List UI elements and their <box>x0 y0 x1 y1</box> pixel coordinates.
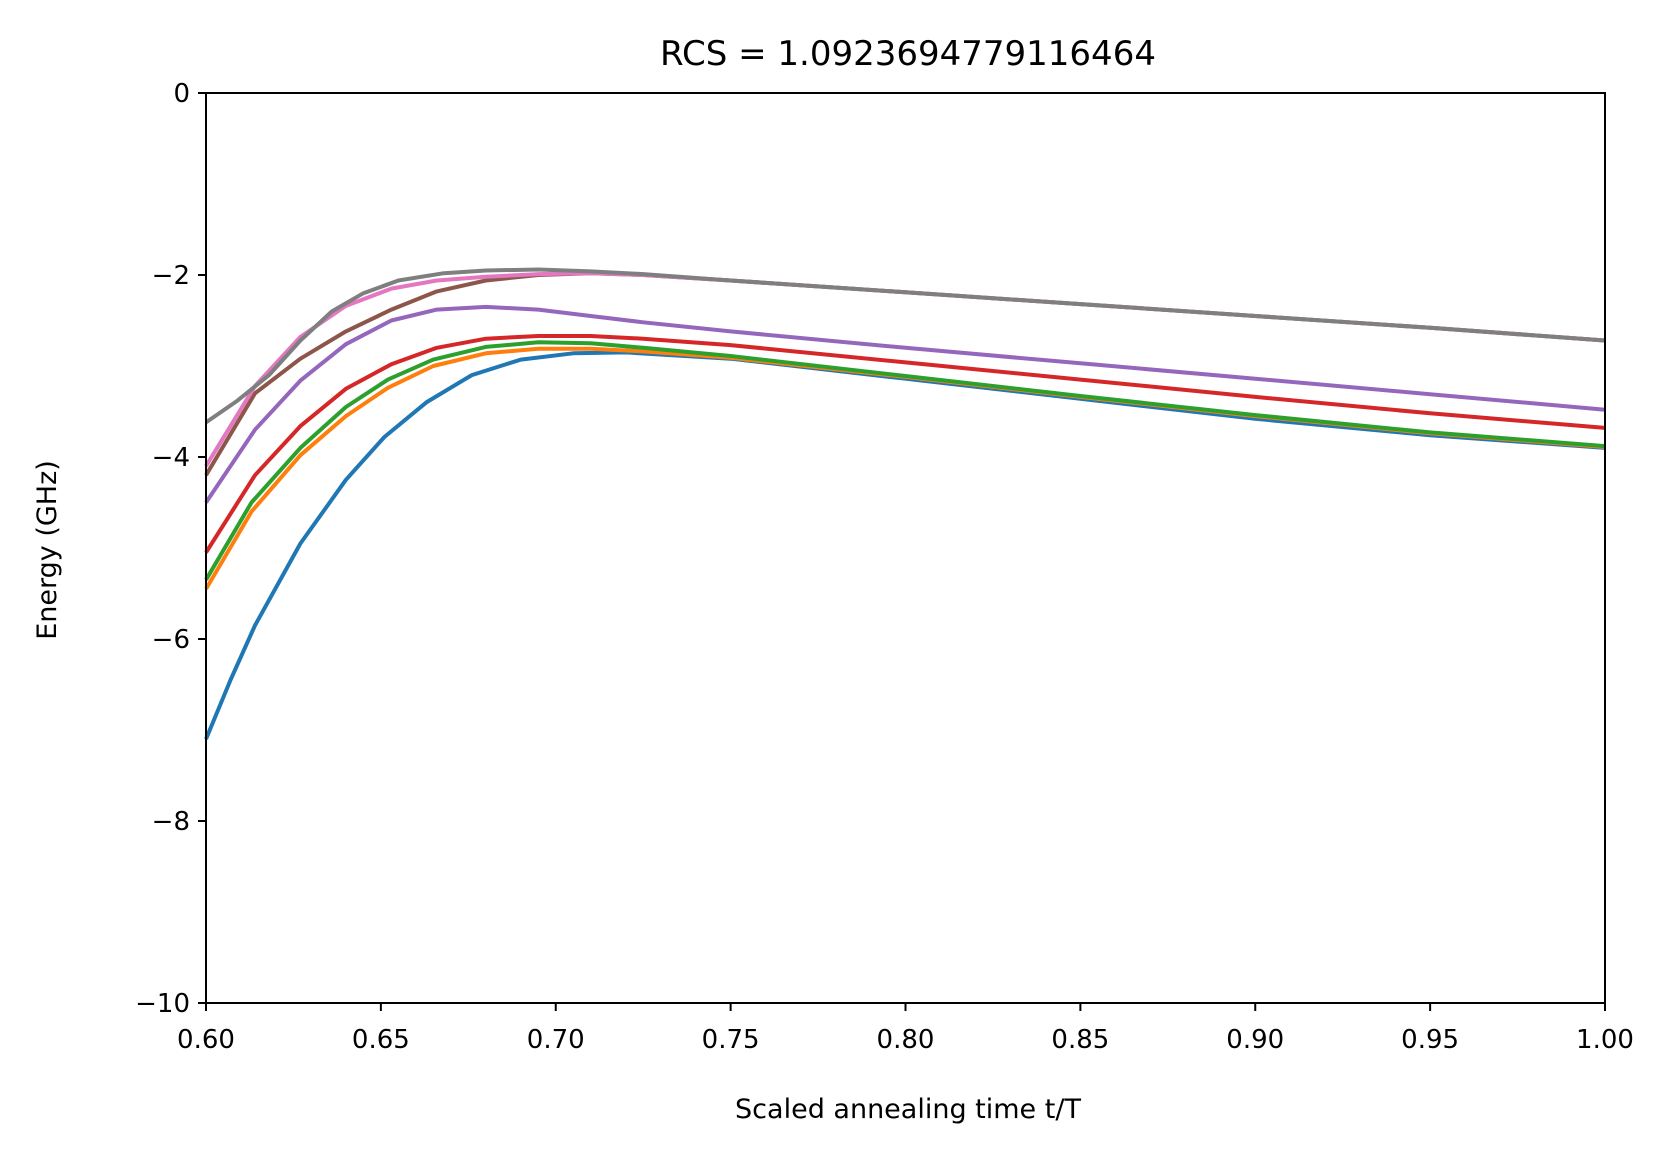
y-tick-label: −2 <box>152 261 190 291</box>
x-tick-label: 0.65 <box>352 1025 410 1055</box>
x-tick-label: 0.80 <box>877 1025 935 1055</box>
y-tick-label: −6 <box>152 625 190 655</box>
x-tick-label: 0.95 <box>1401 1025 1459 1055</box>
x-tick-label: 0.90 <box>1226 1025 1284 1055</box>
x-tick-label: 0.85 <box>1051 1025 1109 1055</box>
y-axis-label: Energy (GHz) <box>32 460 63 640</box>
y-axis: 0 −2 −4 −6 −8 −10 <box>135 79 206 1019</box>
series-line-4 <box>204 334 1606 554</box>
series-line-1 <box>204 350 1606 740</box>
x-tick-label: 0.60 <box>177 1025 235 1055</box>
series-line-5 <box>204 304 1606 504</box>
x-tick-label: 0.70 <box>527 1025 585 1055</box>
x-tick-label: 0.75 <box>702 1025 760 1055</box>
series-line-8 <box>204 267 1606 425</box>
y-tick-label: 0 <box>173 79 190 109</box>
x-axis: 0.60 0.65 0.70 0.75 0.80 0.85 0.90 0.95 1.00 <box>177 1003 1634 1055</box>
x-axis-label: Scaled annealing time t/T <box>735 1094 1081 1125</box>
y-tick-label: −8 <box>152 807 190 837</box>
x-tick-label: 1.00 <box>1576 1025 1634 1055</box>
series-line-3 <box>204 340 1606 581</box>
series-layer <box>204 267 1606 740</box>
y-tick-label: −4 <box>152 443 190 473</box>
chart-title: RCS = 1.0923694779116464 <box>660 34 1156 74</box>
y-tick-label: −10 <box>135 989 190 1019</box>
